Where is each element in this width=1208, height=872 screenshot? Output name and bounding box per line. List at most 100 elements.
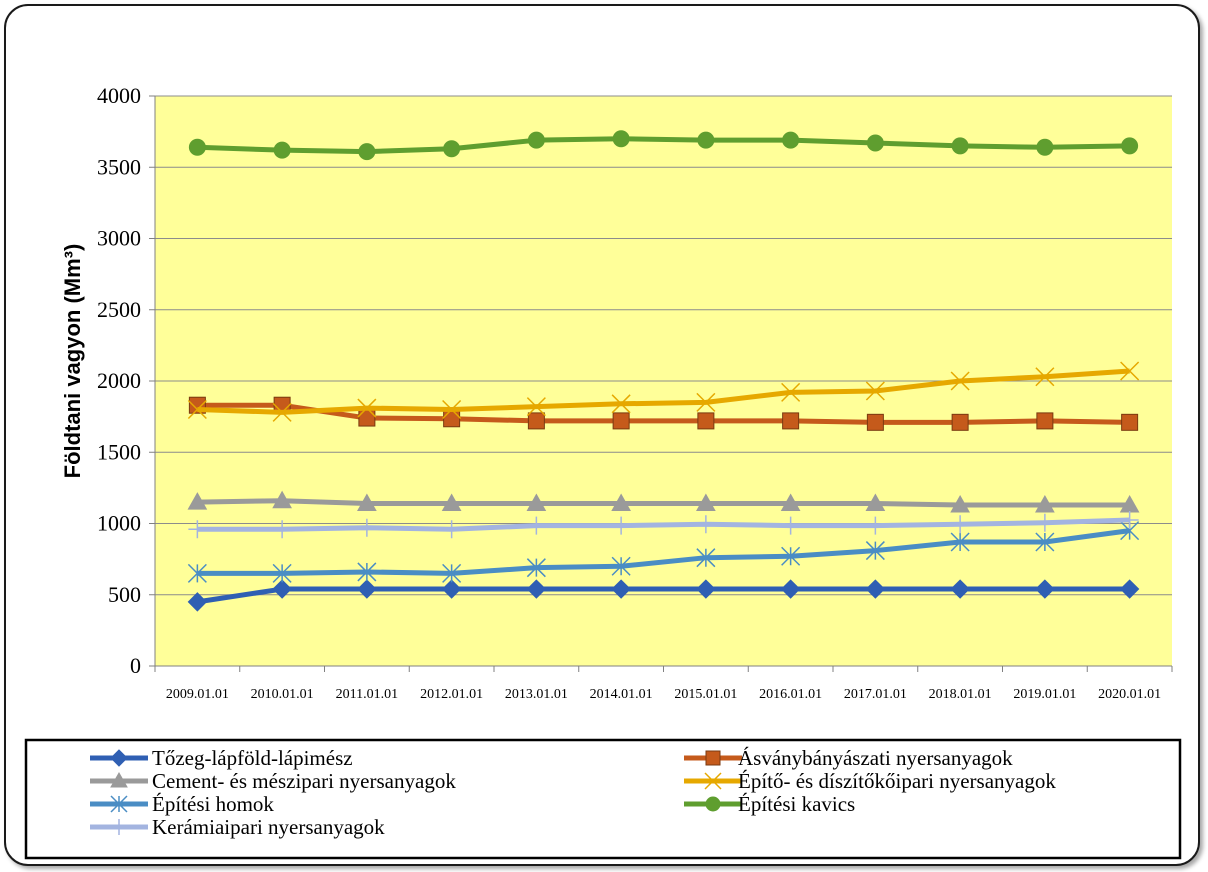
data-point [1035,494,1055,513]
data-point [442,563,462,583]
x-tick-label: 2015.01.01 [674,687,737,702]
data-point [1120,510,1139,529]
data-point [1120,361,1140,381]
data-point [611,556,631,576]
data-point [780,493,801,512]
data-point [187,563,207,583]
data-point [866,413,884,431]
data-point [188,138,206,156]
y-tick-label: 1500 [97,439,141,464]
legend-label: Építő- és díszítőkőipari nyersanyagok [738,769,1056,793]
series-0 [187,579,1140,612]
x-tick-label: 2018.01.01 [929,687,992,702]
legend-item: Építési homok [90,792,274,816]
data-point [526,558,546,578]
series-layer [187,130,1140,612]
data-point [1121,413,1139,431]
series-2 [187,490,1140,513]
data-point [110,795,128,813]
data-point [526,579,547,599]
x-tick-label: 2010.01.01 [251,687,314,702]
x-tick-label: 2012.01.01 [420,687,483,702]
data-point [357,493,377,512]
y-tick-label: 4000 [97,83,141,108]
data-point [187,399,207,420]
legend-label: Tőzeg-lápföld-lápimész [152,746,353,770]
data-point [611,394,631,414]
x-tick-label: 2013.01.01 [505,687,568,702]
y-tick-label: 500 [108,582,141,607]
y-axis-title: Földtani vagyon (Mm³) [60,244,85,479]
data-point [951,413,969,431]
data-point [1035,532,1055,552]
data-point [781,546,801,566]
data-point [272,579,292,599]
data-point [865,541,885,561]
x-tick-label: 2011.01.01 [336,687,398,702]
data-point [357,579,377,599]
x-tick-label: 2020.01.01 [1098,687,1161,702]
data-point [1035,579,1055,599]
data-point [696,548,716,568]
legend-label: Építési homok [152,792,274,816]
series-1 [188,396,1139,431]
data-point [272,402,292,422]
data-point [611,493,631,512]
data-point [272,563,292,583]
data-point [781,382,801,402]
data-point [865,493,886,512]
data-point [950,532,970,552]
data-point [866,134,884,152]
data-point [1035,367,1055,387]
data-point [696,493,716,512]
legend-item: Kerámiaipari nyersanyagok [90,815,385,839]
series-line [197,517,1130,532]
data-point [705,750,721,766]
series-line [197,136,1130,155]
data-point [951,515,970,534]
data-point [696,579,716,599]
data-point [697,412,715,430]
data-point [357,398,377,418]
series-4 [187,521,1140,583]
data-point [1121,137,1139,155]
x-tick-label: 2017.01.01 [844,687,907,702]
data-point [1119,579,1140,599]
y-tick-labels: 0 500 1000 1500 2000 2500 3000 3500 4000 [97,83,141,678]
y-tick-label: 2500 [97,297,141,322]
series-3 [187,361,1140,422]
y-tick-label: 0 [130,653,141,678]
data-point [441,493,462,512]
data-point [273,520,292,539]
x-tick-label: 2014.01.01 [590,687,653,702]
data-point [111,819,127,835]
y-tick-label: 3500 [97,154,141,179]
legend-item: Cement- és mészipari nyersanyagok [90,769,456,793]
series-line [197,498,1130,508]
series-5 [188,130,1139,161]
series-line [197,402,1130,425]
legend-item: Építési kavics [684,792,855,816]
gridlines [149,95,1173,672]
data-point [865,381,885,401]
data-point [612,516,631,535]
data-point [950,494,970,513]
data-point [358,143,376,161]
data-point [705,796,721,812]
data-point [697,131,715,149]
data-point [527,516,546,535]
data-point [357,562,377,582]
chart-frame: 0 500 1000 1500 2000 2500 3000 3500 4000 2009.01… [4,4,1200,866]
legend-box [24,738,1182,860]
data-point [704,772,722,790]
data-point [272,490,292,509]
data-point [951,137,969,155]
data-point [443,410,461,428]
data-point [612,412,630,430]
data-point [696,515,715,534]
data-point [527,131,545,149]
series-line [197,528,1130,576]
x-tick-label: 2016.01.01 [759,687,822,702]
data-point [526,493,547,512]
legend-item: Építő- és díszítőkőipari nyersanyagok [684,769,1056,793]
